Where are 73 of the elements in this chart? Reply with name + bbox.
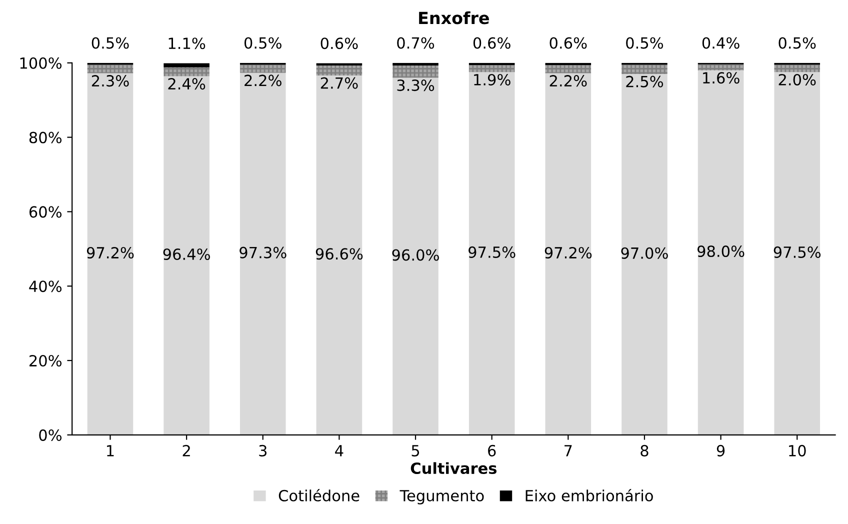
bar (698, 64, 744, 70)
x-axis-title: Cultivares (410, 462, 497, 474)
data-label: 96.0% (392, 249, 439, 261)
bar (164, 63, 210, 68)
y-tick-label: 60% (29, 206, 62, 218)
x-tick-label: 4 (335, 445, 344, 456)
data-label: 0.5% (92, 37, 129, 49)
data-label: 97.2% (86, 246, 134, 259)
bar (774, 64, 820, 72)
data-label: 0.6% (550, 37, 587, 49)
data-label: 2.5% (626, 76, 664, 88)
data-label: 2.2% (244, 74, 282, 86)
data-label: 97.5% (774, 246, 821, 258)
bar (392, 78, 438, 435)
data-label: 2.0% (778, 74, 816, 86)
x-tick-label: 2 (182, 444, 190, 456)
y-tick-label: 80% (29, 132, 62, 144)
y-tick-label: 100% (20, 57, 62, 69)
data-label: 2.4% (168, 78, 206, 90)
bar (164, 67, 210, 76)
x-tick-label: 6 (488, 444, 496, 456)
legend-label: Cotilédone (278, 488, 360, 502)
y-tick-label: 0% (39, 429, 62, 441)
data-label: 97.0% (621, 247, 668, 259)
bar (164, 76, 210, 435)
bar (240, 64, 286, 73)
x-tick-label: 9 (716, 444, 725, 456)
data-label: 97.5% (468, 246, 516, 258)
bar (468, 65, 515, 72)
bar (698, 70, 744, 435)
data-label: 2.7% (320, 77, 358, 89)
data-label: 0.7% (397, 37, 434, 49)
x-tick-label: 1 (107, 445, 114, 456)
legend-label: Tegumento (400, 490, 484, 504)
data-label: 1.6% (703, 72, 740, 84)
chart-title: Enxofre (419, 11, 489, 24)
bar (392, 65, 438, 78)
data-label: 2.3% (92, 75, 129, 87)
data-label: 3.3% (397, 80, 434, 92)
bar (316, 65, 362, 76)
data-label: 96.4% (163, 248, 210, 260)
x-tick-label: 5 (412, 445, 420, 456)
bar (545, 65, 592, 74)
data-label: 98.0% (697, 245, 744, 258)
data-label: 97.2% (544, 246, 592, 259)
y-tick-label: 20% (30, 354, 62, 367)
bar (87, 73, 134, 435)
data-label: 96.6% (316, 248, 363, 260)
x-tick-label: 3 (259, 444, 267, 456)
bar (87, 64, 134, 74)
legend-label: Eixo embrionário (526, 488, 653, 502)
data-label: 0.6% (320, 38, 358, 50)
bar (316, 76, 362, 435)
bar (545, 73, 592, 435)
data-label: 97.3% (240, 246, 286, 258)
bar (392, 62, 438, 66)
data-label: 2.2% (550, 75, 587, 87)
bar (240, 72, 286, 435)
bar (468, 72, 515, 435)
x-tick-label: 10 (789, 444, 806, 456)
y-tick-label: 40% (29, 280, 62, 292)
data-label: 1.9% (474, 74, 510, 86)
bar (622, 64, 668, 74)
data-label: 0.5% (244, 37, 282, 49)
data-label: 0.4% (702, 37, 740, 49)
data-label: 0.6% (473, 37, 510, 49)
data-label: 1.1% (168, 38, 206, 50)
bar (774, 72, 820, 435)
data-label: 0.5% (626, 37, 664, 49)
bar (622, 74, 668, 435)
x-tick-label: 7 (564, 445, 572, 456)
data-label: 0.5% (778, 37, 816, 49)
x-tick-label: 8 (640, 444, 648, 456)
